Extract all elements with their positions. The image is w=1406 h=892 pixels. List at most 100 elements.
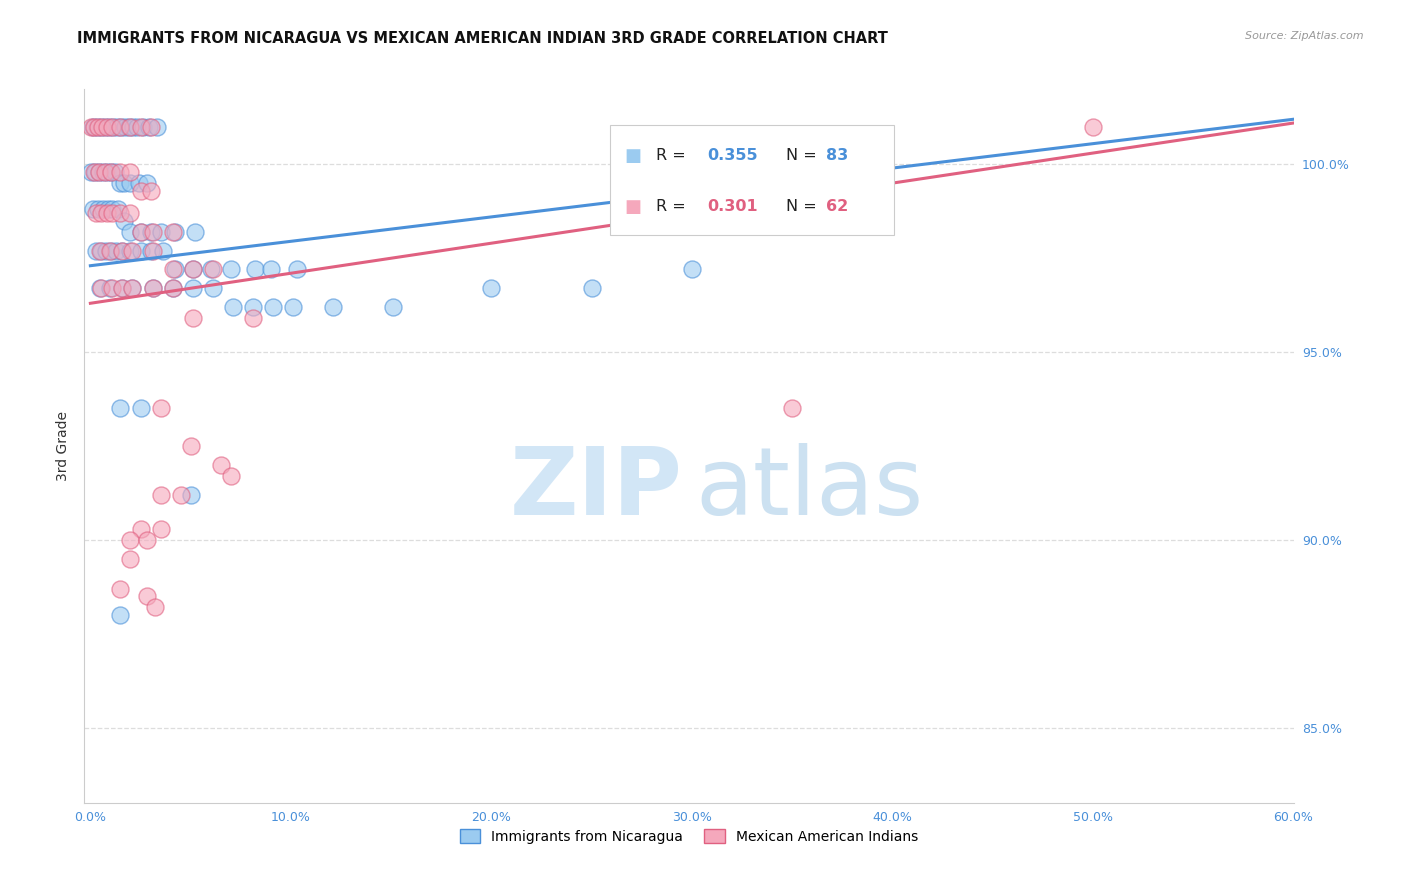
Point: [129, 225, 152, 239]
Point: [129, 120, 152, 134]
Point: [82, 202, 104, 217]
Point: [149, 225, 172, 239]
Point: [131, 120, 153, 134]
Point: [100, 165, 122, 179]
Point: [114, 120, 136, 134]
Point: [90, 206, 112, 220]
Point: [120, 206, 142, 220]
Point: [322, 300, 344, 314]
Point: [181, 262, 204, 277]
Point: [180, 488, 202, 502]
Point: [129, 401, 152, 416]
Point: [121, 244, 143, 258]
Point: [141, 225, 163, 239]
Point: [181, 311, 204, 326]
Point: [138, 120, 160, 134]
Point: [87, 120, 110, 134]
Text: N =: N =: [786, 148, 821, 163]
Point: [149, 488, 172, 502]
Point: [84, 165, 107, 179]
Point: [382, 300, 405, 314]
Point: [169, 488, 191, 502]
Point: [83, 120, 105, 134]
Point: [96, 206, 118, 220]
Point: [100, 244, 122, 258]
Point: [139, 120, 162, 134]
Point: [120, 225, 142, 239]
Point: [110, 176, 132, 190]
Point: [111, 281, 134, 295]
Point: [1081, 120, 1104, 134]
Point: [122, 120, 145, 134]
Point: [111, 244, 134, 258]
Point: [86, 244, 108, 258]
Point: [101, 206, 124, 220]
Point: [141, 281, 163, 295]
Point: [242, 311, 264, 326]
Point: [129, 184, 152, 198]
Point: [181, 281, 204, 295]
Point: [101, 202, 124, 217]
Point: [121, 281, 143, 295]
Y-axis label: 3rd Grade: 3rd Grade: [56, 411, 70, 481]
Point: [80, 120, 103, 134]
Point: [90, 281, 112, 295]
Text: atlas: atlas: [695, 442, 924, 535]
Text: ■: ■: [624, 198, 643, 216]
Point: [114, 213, 136, 227]
Text: ZIP: ZIP: [510, 442, 683, 535]
Point: [91, 120, 114, 134]
Text: N =: N =: [786, 199, 821, 214]
Point: [94, 120, 117, 134]
Point: [110, 607, 132, 622]
Point: [127, 120, 149, 134]
Point: [285, 262, 308, 277]
Point: [243, 262, 266, 277]
Point: [149, 522, 172, 536]
Point: [101, 120, 124, 134]
Text: 83: 83: [825, 148, 848, 163]
Point: [105, 244, 128, 258]
Point: [94, 165, 117, 179]
Point: [135, 176, 157, 190]
Point: [180, 439, 202, 453]
Point: [89, 244, 111, 258]
Point: [145, 120, 167, 134]
Point: [162, 262, 184, 277]
Point: [143, 600, 166, 615]
Point: [581, 281, 603, 295]
Point: [129, 522, 152, 536]
Point: [120, 244, 142, 258]
Point: [183, 225, 205, 239]
Point: [110, 120, 132, 134]
Point: [110, 165, 132, 179]
Point: [260, 262, 283, 277]
Point: [780, 401, 803, 416]
Point: [82, 120, 104, 134]
Point: [128, 176, 150, 190]
Point: [90, 244, 112, 258]
Point: [222, 300, 245, 314]
Point: [100, 244, 122, 258]
FancyBboxPatch shape: [610, 125, 894, 235]
Point: [200, 262, 222, 277]
Point: [162, 225, 184, 239]
Point: [121, 281, 143, 295]
Point: [139, 244, 162, 258]
Point: [163, 225, 186, 239]
Point: [114, 176, 136, 190]
Point: [86, 120, 108, 134]
Point: [135, 589, 157, 603]
Point: [141, 244, 163, 258]
Point: [80, 165, 103, 179]
Point: [110, 120, 132, 134]
Point: [110, 401, 132, 416]
Point: [481, 281, 503, 295]
Point: [93, 165, 115, 179]
Point: [152, 244, 174, 258]
Point: [120, 120, 142, 134]
Point: [107, 120, 129, 134]
Point: [96, 165, 118, 179]
Point: [107, 202, 129, 217]
Point: [242, 300, 264, 314]
